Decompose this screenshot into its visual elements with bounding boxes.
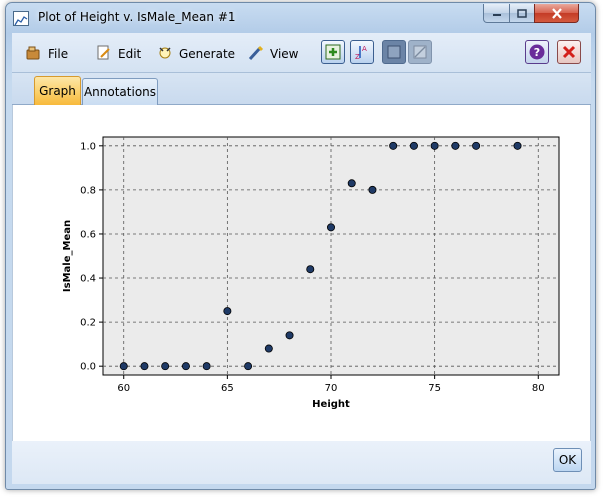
data-points xyxy=(119,141,522,371)
data-point xyxy=(202,362,211,371)
plot-window: Plot of Height v. IsMale_Mean #1 File Ed… xyxy=(5,2,596,490)
data-point xyxy=(472,141,481,150)
data-point xyxy=(181,362,190,371)
tab-annotations[interactable]: Annotations xyxy=(82,78,158,105)
menu-edit-label: Edit xyxy=(118,47,142,61)
data-point xyxy=(264,344,273,353)
menu-view[interactable]: View xyxy=(248,44,298,64)
data-point xyxy=(430,141,439,150)
frame-icon xyxy=(387,45,401,59)
maximize-icon xyxy=(517,8,527,18)
view-icon xyxy=(248,45,264,64)
add-node-icon xyxy=(325,44,341,60)
svg-text:Z: Z xyxy=(355,53,360,61)
button-bar: OK xyxy=(12,441,591,484)
data-point xyxy=(513,141,522,150)
data-point xyxy=(161,362,170,371)
menu-generate[interactable]: Generate xyxy=(157,44,235,64)
graph-panel: 60 65 70 75 80 0.0 0.2 0.4 0.6 0.8 1.0 Height IsMa… xyxy=(12,105,591,441)
window-close-icon xyxy=(551,7,562,19)
file-icon xyxy=(26,45,42,64)
diagonal-button[interactable] xyxy=(408,40,432,64)
minimize-icon xyxy=(492,14,501,16)
x-tick-label: 65 xyxy=(221,383,234,394)
close-dialog-button[interactable] xyxy=(557,40,581,64)
data-point xyxy=(347,179,356,188)
menu-edit[interactable]: Edit xyxy=(96,44,141,64)
close-red-icon xyxy=(562,45,576,59)
tab-bar: Graph Annotations xyxy=(12,73,591,105)
y-tick-label: 0.0 xyxy=(80,362,96,373)
x-tick-label: 70 xyxy=(325,383,338,394)
tab-graph[interactable]: Graph xyxy=(34,76,81,105)
plot-app-icon xyxy=(13,11,29,26)
y-tick-label: 0.6 xyxy=(80,229,96,240)
data-point xyxy=(451,141,460,150)
maximize-button[interactable] xyxy=(509,4,535,23)
data-point xyxy=(223,307,232,316)
svg-text:?: ? xyxy=(534,46,540,59)
help-button[interactable]: ? xyxy=(525,40,549,64)
svg-text:A: A xyxy=(362,45,367,53)
data-point xyxy=(119,362,128,371)
menu-view-label: View xyxy=(270,47,299,61)
data-point xyxy=(140,362,149,371)
data-point xyxy=(285,331,294,340)
y-tick-label: 1.0 xyxy=(80,141,96,152)
help-icon: ? xyxy=(529,44,545,60)
minimize-button[interactable] xyxy=(483,4,510,23)
y-axis-title: IsMale_Mean xyxy=(62,220,73,292)
x-axis-title: Height xyxy=(312,399,350,410)
data-point xyxy=(368,185,377,194)
data-point xyxy=(409,141,418,150)
y-tick-label: 0.4 xyxy=(80,274,96,285)
data-point xyxy=(326,223,335,232)
title-bar[interactable]: Plot of Height v. IsMale_Mean #1 xyxy=(6,3,595,33)
generate-icon xyxy=(157,45,173,64)
menu-generate-label: Generate xyxy=(179,47,236,61)
x-tick-label: 80 xyxy=(532,383,545,394)
frame-button[interactable] xyxy=(382,40,406,64)
edit-icon xyxy=(96,45,112,64)
x-tick-label: 75 xyxy=(428,383,441,394)
menu-file[interactable]: File xyxy=(26,44,68,64)
add-node-button[interactable] xyxy=(321,40,345,64)
data-point xyxy=(389,141,398,150)
plot-area xyxy=(102,136,560,376)
scatter-chart: 60 65 70 75 80 0.0 0.2 0.4 0.6 0.8 1.0 Height IsMa… xyxy=(62,136,560,410)
axis-ticks: 60 65 70 75 80 0.0 0.2 0.4 0.6 0.8 1.0 xyxy=(80,141,545,394)
x-tick-label: 60 xyxy=(117,383,130,394)
diagonal-icon xyxy=(413,45,427,59)
y-tick-label: 0.8 xyxy=(80,185,96,196)
ok-button[interactable]: OK xyxy=(553,448,582,472)
y-tick-label: 0.2 xyxy=(80,318,96,329)
sort-az-icon: AZ xyxy=(355,45,367,61)
window-close-button[interactable] xyxy=(534,4,579,23)
gridlines xyxy=(103,137,559,375)
data-point xyxy=(244,362,253,371)
window-title: Plot of Height v. IsMale_Mean #1 xyxy=(38,10,236,24)
data-point xyxy=(306,265,315,274)
menu-file-label: File xyxy=(48,47,69,61)
